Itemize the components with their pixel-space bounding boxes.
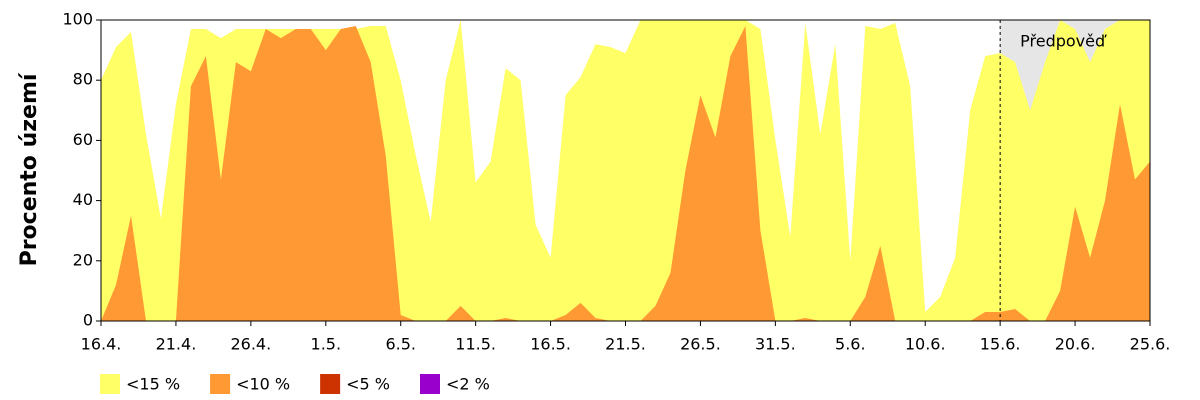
legend-swatch xyxy=(320,374,341,394)
legend-swatch xyxy=(100,374,120,394)
legend-label: <10 % xyxy=(236,375,290,394)
legend-label: <5 % xyxy=(346,375,390,394)
forecast-label: Předpověď xyxy=(1020,32,1107,51)
x-tick-label: 20.6. xyxy=(1055,335,1096,354)
x-tick-label: 26.4. xyxy=(230,335,271,354)
y-tick-label: 80 xyxy=(73,70,93,89)
legend-swatch xyxy=(420,374,440,394)
x-tick-label: 11.5. xyxy=(455,335,496,354)
x-tick-label: 1.5. xyxy=(311,335,342,354)
x-tick-label: 6.5. xyxy=(385,335,416,354)
x-tick-label: 5.6. xyxy=(835,335,866,354)
legend-label: <2 % xyxy=(446,375,490,394)
x-tick-label: 21.4. xyxy=(156,335,197,354)
y-tick-label: 60 xyxy=(73,130,93,149)
x-tick-label: 16.5. xyxy=(530,335,571,354)
x-tick-label: 10.6. xyxy=(905,335,946,354)
legend-label: <15 % xyxy=(126,375,180,394)
legend-swatch xyxy=(210,374,231,394)
x-tick-label: 15.6. xyxy=(980,335,1021,354)
x-tick-label: 31.5. xyxy=(755,335,796,354)
x-tick-label: 21.5. xyxy=(605,335,646,354)
x-tick-label: 16.4. xyxy=(81,335,122,354)
area xyxy=(101,26,1150,321)
x-tick-label: 26.5. xyxy=(680,335,721,354)
y-tick-label: 40 xyxy=(73,190,93,209)
y-tick-label: 0 xyxy=(83,311,93,330)
y-tick-label: 20 xyxy=(73,250,93,269)
y-axis-title: Procento území xyxy=(17,72,42,266)
x-tick-label: 25.6. xyxy=(1130,335,1171,354)
y-tick-label: 100 xyxy=(62,10,93,29)
